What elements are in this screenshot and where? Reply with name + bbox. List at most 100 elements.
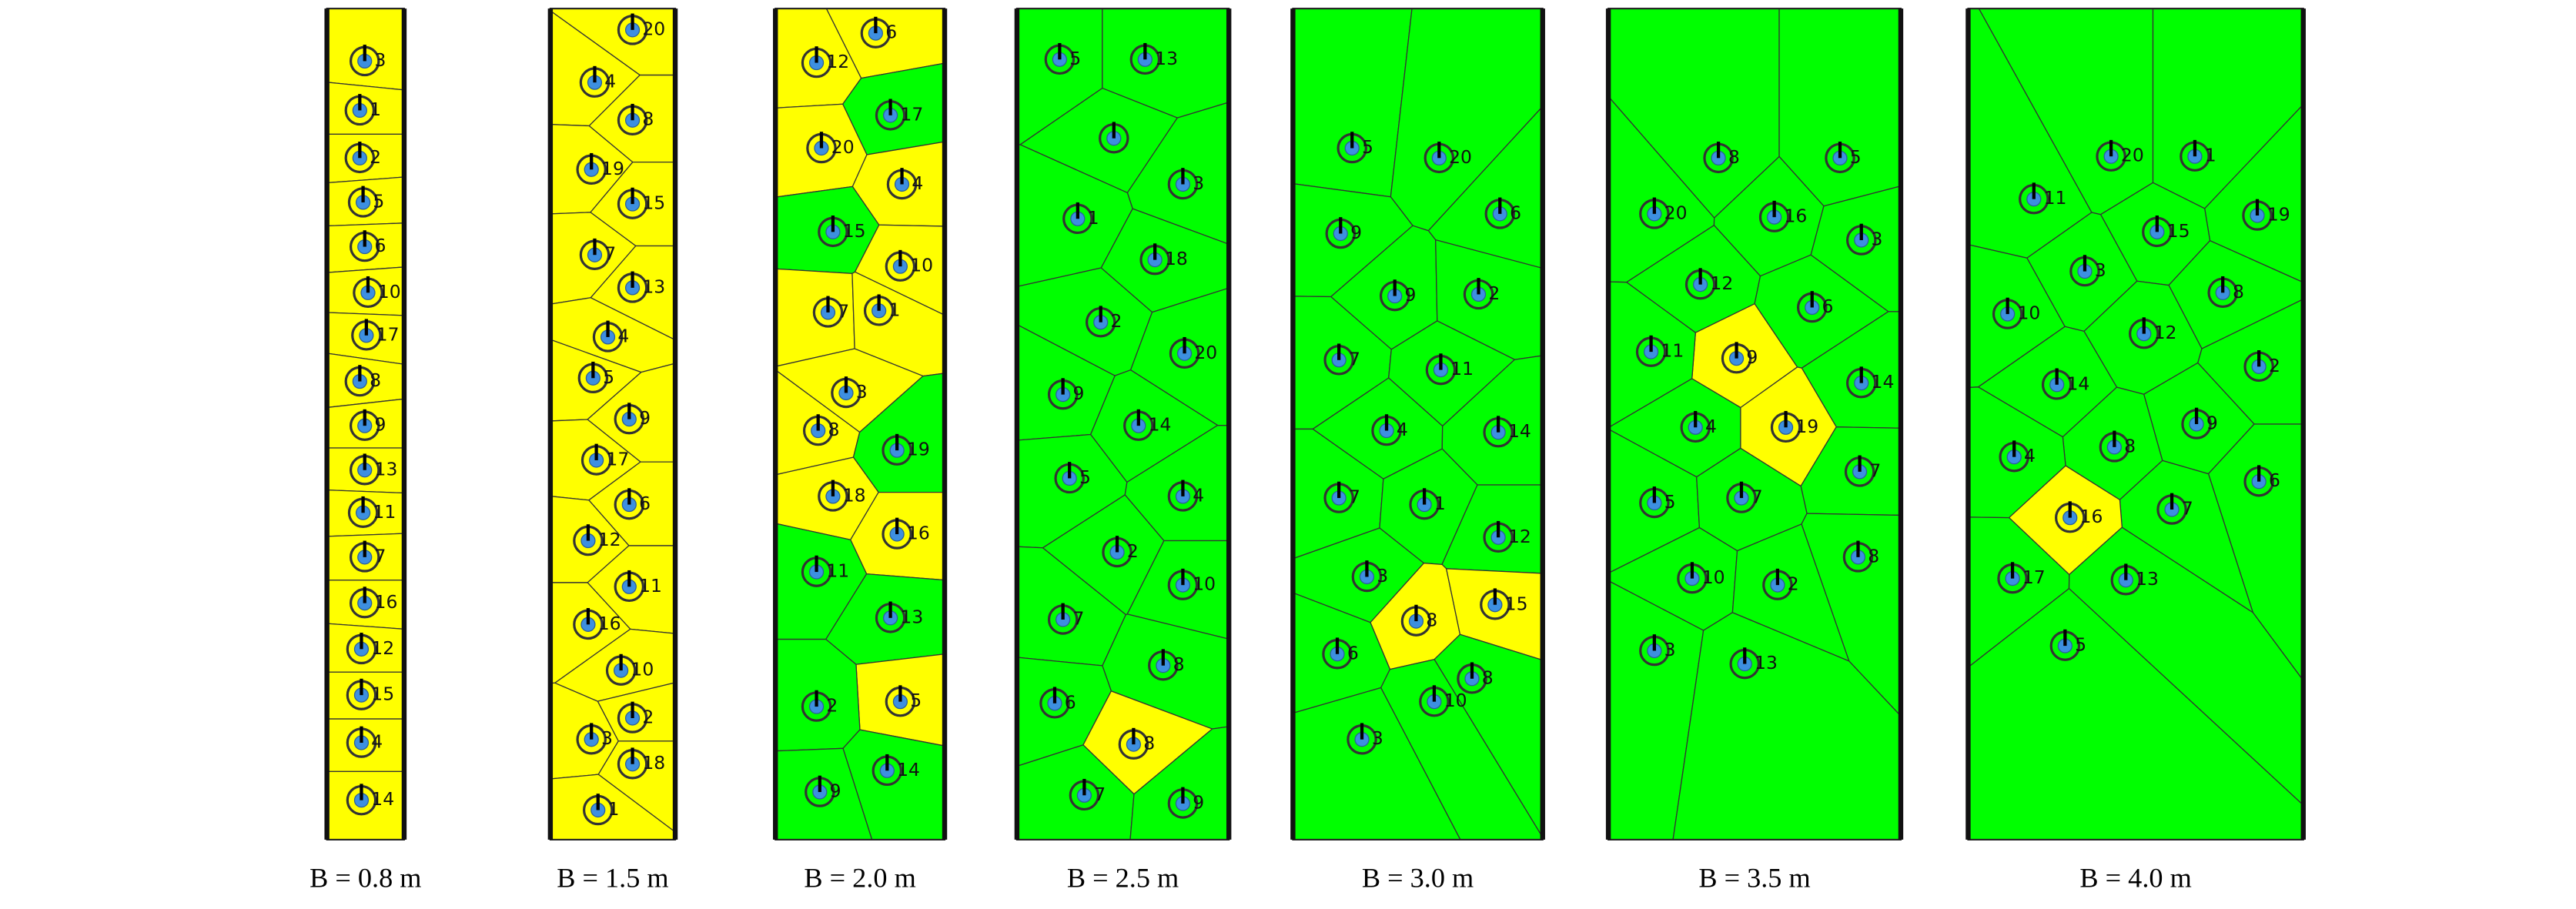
node-label: 5 [1079, 466, 1091, 488]
panel-caption: B = 0.8 m [309, 863, 421, 894]
node-label: 6 [639, 493, 651, 514]
node-label: 14 [371, 788, 394, 810]
node-label: 15 [2167, 220, 2190, 242]
panel-caption: B = 3.0 m [1362, 863, 1474, 894]
node: 13 [1729, 647, 1778, 680]
node-label: 7 [1072, 607, 1084, 629]
node-label: 12 [371, 637, 394, 659]
panel-caption: B = 2.0 m [804, 863, 915, 894]
node: 9 [1047, 378, 1084, 410]
node: 7 [1323, 343, 1360, 376]
node: 9 [614, 403, 651, 435]
node-label: 17 [606, 448, 629, 470]
node-label: 11 [1661, 340, 1684, 362]
node: 6 [614, 488, 651, 520]
node: 7 [812, 296, 849, 328]
node: 6 [860, 16, 897, 48]
node: 5 [885, 685, 922, 717]
node: 10 [1167, 568, 1216, 600]
node-label: 7 [1349, 348, 1360, 369]
node-label: 20 [1449, 146, 1472, 168]
node-label: 15 [371, 683, 394, 705]
node: 14 [1483, 416, 1531, 448]
node: 20 [617, 13, 665, 45]
node-label: 18 [1165, 248, 1188, 269]
node: 10 [1992, 297, 2040, 329]
panel-caption: B = 3.5 m [1698, 863, 1810, 894]
node: 11 [614, 570, 662, 603]
node: 14 [1846, 366, 1894, 399]
node: 4 [1680, 410, 1717, 443]
node-label: 3 [1193, 172, 1204, 194]
node-label: 1 [1088, 207, 1099, 229]
node-label: 16 [375, 591, 398, 613]
node: 5 [577, 361, 614, 394]
node-label: 1 [608, 798, 620, 820]
node-label: 2 [826, 695, 838, 717]
node: 3 [2069, 255, 2106, 287]
node: 6 [1484, 197, 1521, 229]
node-label: 8 [1143, 733, 1155, 754]
node: 6 [2243, 465, 2280, 497]
node: 12 [1684, 268, 1733, 300]
node: 15 [2142, 216, 2190, 248]
node: 4 [1371, 414, 1408, 446]
node: 8 [1118, 727, 1155, 760]
node-label: 5 [1850, 146, 1862, 168]
node-label: 10 [2017, 302, 2040, 324]
node-label: 7 [838, 300, 849, 322]
node-label: 6 [1065, 691, 1076, 713]
node-label: 3 [1377, 565, 1388, 587]
node: 2 [1762, 568, 1799, 600]
node-label: 15 [843, 220, 866, 242]
node-label: 1 [370, 99, 381, 120]
node-label: 5 [373, 190, 384, 212]
node-label: 11 [2044, 187, 2067, 209]
node: 19 [2242, 199, 2290, 231]
node-label: 6 [2269, 470, 2280, 491]
node: 5 [1639, 486, 1676, 519]
node: 20 [806, 132, 855, 164]
node-label: 16 [2080, 506, 2103, 527]
node-label: 9 [375, 414, 386, 436]
node-label: 10 [910, 255, 933, 276]
node-label: 6 [1347, 642, 1359, 663]
node: 15 [818, 216, 866, 248]
node-label: 9 [2206, 413, 2218, 434]
node: 12 [801, 46, 849, 79]
node-label: 6 [375, 235, 386, 256]
node-label: 8 [1728, 146, 1740, 168]
node-label: 9 [1072, 383, 1084, 404]
node: 1 [1409, 488, 1446, 520]
node: 18 [617, 747, 665, 780]
node-label: 13 [642, 276, 665, 297]
node: 6 [1039, 687, 1076, 719]
node-label: 9 [1193, 791, 1204, 813]
node: 9 [1167, 787, 1204, 819]
node-label: 1 [1434, 493, 1446, 514]
node-label: 20 [642, 18, 665, 39]
node: 11 [2019, 182, 2067, 215]
node: 3 [831, 376, 868, 409]
node: 6 [1322, 637, 1359, 670]
node: 4 [592, 320, 629, 353]
node: 3 [576, 723, 613, 755]
node: 17 [351, 319, 400, 351]
node-label: 4 [1705, 416, 1717, 437]
node: 3 [1639, 634, 1676, 667]
node-label: 5 [2075, 634, 2086, 656]
node-label: 18 [843, 484, 866, 506]
node: 10 [1419, 685, 1467, 717]
node-label: 12 [598, 529, 621, 550]
node-label: 3 [601, 727, 613, 749]
node: 11 [347, 496, 396, 528]
node-label: 11 [1450, 358, 1474, 379]
node-label: 3 [1372, 727, 1383, 749]
node-label: 10 [378, 281, 401, 302]
panel-caption: B = 2.5 m [1067, 863, 1179, 894]
node: 6 [1796, 291, 1833, 323]
